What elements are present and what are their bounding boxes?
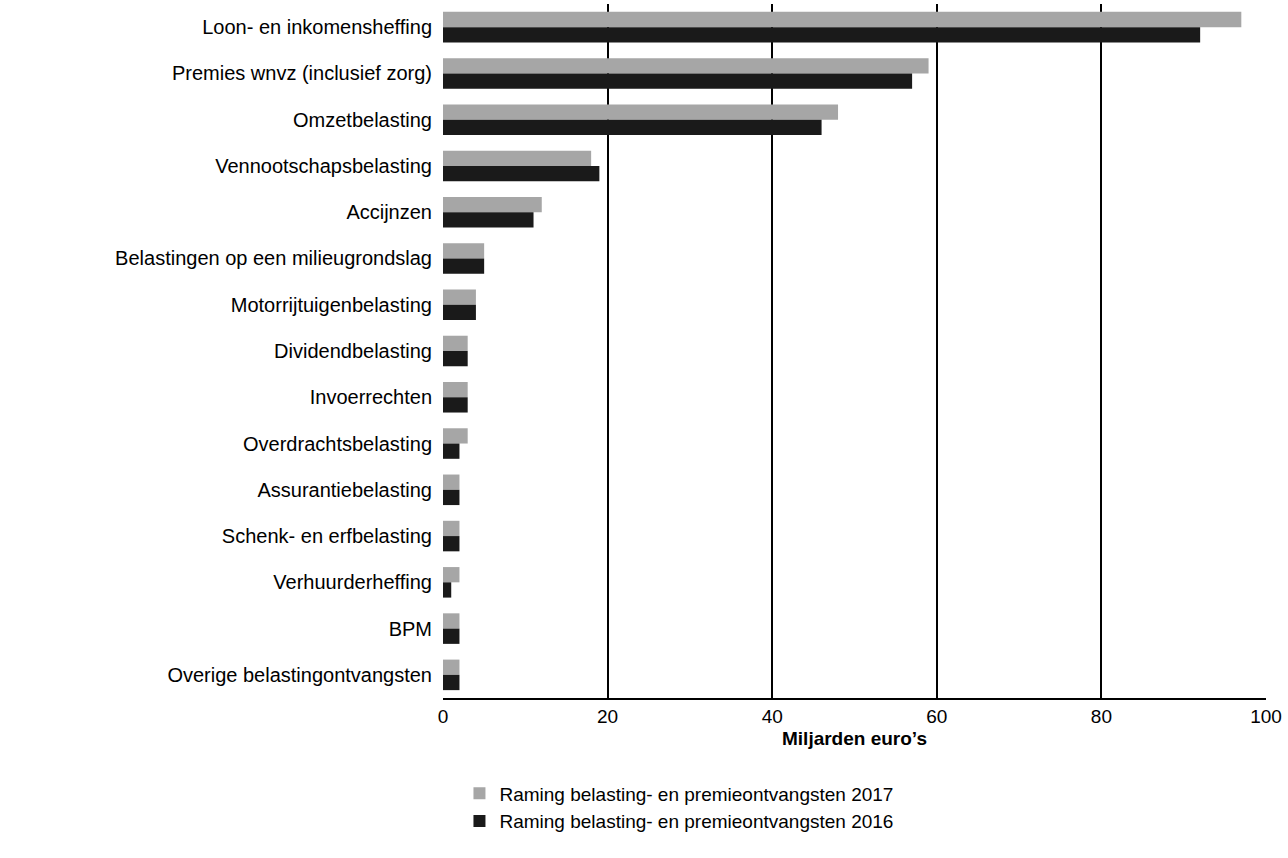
svg-text:Motorrijtuigenbelasting: Motorrijtuigenbelasting [231, 294, 432, 316]
svg-text:Schenk- en erfbelasting: Schenk- en erfbelasting [222, 525, 432, 547]
svg-text:Omzetbelasting: Omzetbelasting [293, 109, 432, 131]
svg-text:20: 20 [597, 706, 618, 727]
svg-text:Dividendbelasting: Dividendbelasting [274, 340, 432, 362]
svg-text:BPM: BPM [389, 618, 432, 640]
svg-text:Raming belasting- en premieont: Raming belasting- en premieontvangsten 2… [499, 784, 893, 805]
svg-text:0: 0 [438, 706, 449, 727]
svg-text:Miljarden euro’s: Miljarden euro’s [782, 728, 927, 749]
svg-text:Raming belasting- en premieont: Raming belasting- en premieontvangsten 2… [499, 811, 893, 832]
svg-text:Invoerrechten: Invoerrechten [310, 386, 432, 408]
svg-text:Accijnzen: Accijnzen [346, 201, 432, 223]
svg-text:Assurantiebelasting: Assurantiebelasting [257, 479, 432, 501]
svg-text:100: 100 [1250, 706, 1282, 727]
svg-text:Overdrachtsbelasting: Overdrachtsbelasting [243, 433, 432, 455]
svg-text:Loon- en inkomensheffing: Loon- en inkomensheffing [202, 16, 432, 38]
svg-text:60: 60 [926, 706, 947, 727]
svg-text:40: 40 [762, 706, 783, 727]
svg-text:80: 80 [1091, 706, 1112, 727]
svg-text:Verhuurderheffing: Verhuurderheffing [273, 571, 432, 593]
svg-text:Premies wnvz (inclusief zorg): Premies wnvz (inclusief zorg) [172, 62, 432, 84]
svg-text:Overige belastingontvangsten: Overige belastingontvangsten [167, 664, 432, 686]
svg-text:Belastingen op een milieugrond: Belastingen op een milieugrondslag [115, 247, 432, 269]
svg-text:Vennootschapsbelasting: Vennootschapsbelasting [215, 155, 432, 177]
